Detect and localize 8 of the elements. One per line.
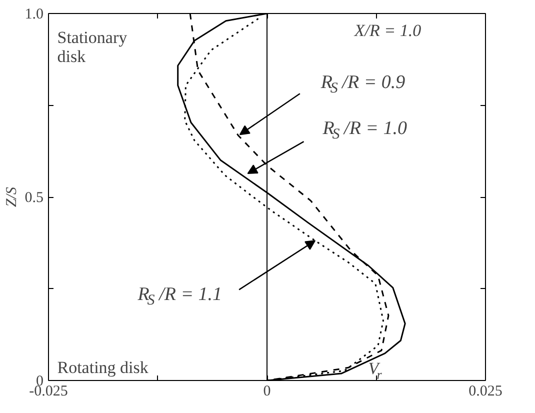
x-tick-label: 0 [263, 384, 271, 400]
x-tick-label: 0.025 [468, 384, 502, 400]
text: 1.0 [24, 6, 44, 22]
annotation: Rotating disk [57, 358, 149, 377]
y-axis-title: Z/S [4, 186, 20, 208]
y-tick-label: 0.5 [24, 190, 44, 206]
annotation: X/R = 1.0 [353, 20, 422, 40]
annotation: Stationary disk [57, 28, 128, 66]
